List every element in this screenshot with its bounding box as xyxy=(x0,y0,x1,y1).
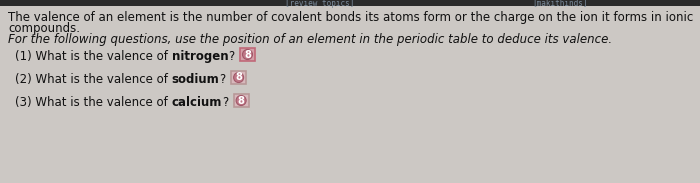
Text: (2) What is the valence of: (2) What is the valence of xyxy=(15,73,172,86)
Text: calcium: calcium xyxy=(172,96,222,109)
Text: ?: ? xyxy=(222,96,228,109)
Text: ?: ? xyxy=(219,73,225,86)
Text: For the following questions, use the position of an element in the periodic tabl: For the following questions, use the pos… xyxy=(8,33,612,46)
Text: 8: 8 xyxy=(238,96,244,106)
Circle shape xyxy=(234,72,244,83)
Text: (1) What is the valence of: (1) What is the valence of xyxy=(15,50,172,63)
Circle shape xyxy=(242,49,253,59)
Text: ?: ? xyxy=(228,50,235,63)
Text: The valence of an element is the number of covalent bonds its atoms form or the : The valence of an element is the number … xyxy=(8,11,693,24)
Text: [makithinds]: [makithinds] xyxy=(532,0,588,8)
Text: [review topics]: [review topics] xyxy=(286,0,355,8)
Text: 8: 8 xyxy=(235,72,242,83)
Circle shape xyxy=(236,96,246,106)
Text: (3) What is the valence of: (3) What is the valence of xyxy=(15,96,172,109)
Text: compounds.: compounds. xyxy=(8,22,80,35)
Text: sodium: sodium xyxy=(172,73,219,86)
FancyBboxPatch shape xyxy=(240,48,255,61)
FancyBboxPatch shape xyxy=(231,71,246,84)
FancyBboxPatch shape xyxy=(0,0,700,6)
FancyBboxPatch shape xyxy=(234,94,248,107)
Text: 8: 8 xyxy=(244,49,251,59)
Text: nitrogen: nitrogen xyxy=(172,50,228,63)
